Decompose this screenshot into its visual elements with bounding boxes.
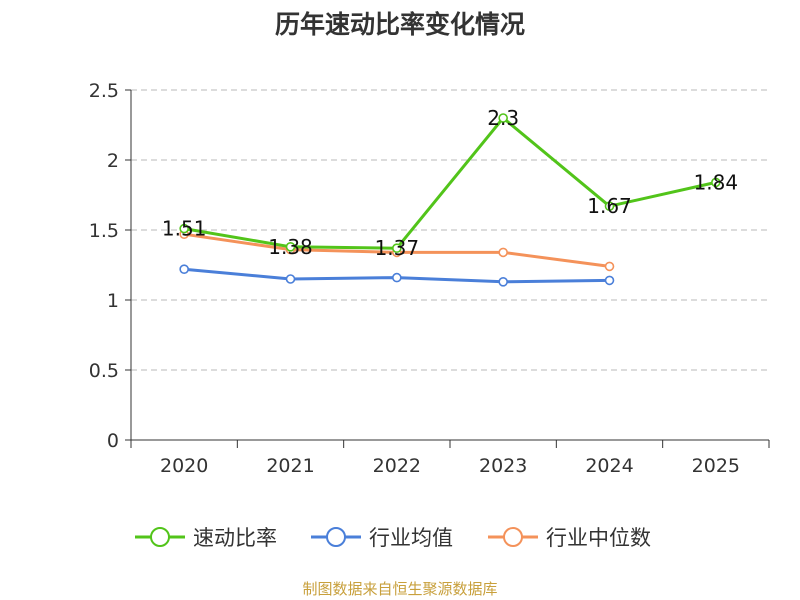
data-label: 1.84 xyxy=(694,170,739,194)
data-label: 1.67 xyxy=(587,194,632,218)
source-note: 制图数据来自恒生聚源数据库 xyxy=(302,580,497,598)
grid xyxy=(131,89,769,371)
y-tick-label: 2 xyxy=(107,150,119,172)
plot-area: 1.51 1.38 1.37 2.3 1.67 1.84 xyxy=(162,106,739,287)
data-point xyxy=(498,247,508,258)
legend-item-1[interactable]: 行业均值 xyxy=(311,526,453,550)
legend-marker xyxy=(150,527,170,547)
data-point xyxy=(711,177,721,188)
legend-item-2[interactable]: 行业中位数 xyxy=(488,526,651,550)
y-tick-label: 1 xyxy=(107,290,119,312)
x-tick-label: 2025 xyxy=(692,455,740,477)
data-point xyxy=(604,201,615,211)
y-tick-label: 0.5 xyxy=(89,360,119,382)
data-label: 1.51 xyxy=(162,217,207,241)
data-point xyxy=(179,223,189,234)
legend-item-0[interactable]: 速动比率 xyxy=(135,526,277,550)
x-tick-label: 2020 xyxy=(160,455,208,477)
x-tick-label: 2021 xyxy=(266,455,314,477)
chart-title: 历年速动比率变化情况 xyxy=(275,10,525,39)
series-line-0 xyxy=(183,116,717,250)
data-point xyxy=(604,275,615,286)
data-point xyxy=(392,272,402,283)
y-tick-label: 0 xyxy=(107,430,119,452)
legend-label: 速动比率 xyxy=(193,526,277,550)
legend-label: 行业中位数 xyxy=(546,526,651,550)
y-tick-label: 2.5 xyxy=(89,80,119,102)
data-label: 2.3 xyxy=(487,106,519,130)
y-tick-label: 1.5 xyxy=(89,220,119,242)
x-tick-label: 2024 xyxy=(585,455,633,477)
x-tick-label: 2023 xyxy=(479,455,527,477)
data-point xyxy=(604,261,615,272)
legend-marker xyxy=(503,527,523,547)
data-point xyxy=(285,242,296,252)
data-point xyxy=(498,113,508,123)
data-point xyxy=(498,276,508,287)
legend-marker xyxy=(326,527,346,547)
data-label: 1.37 xyxy=(375,236,420,260)
legend-label: 行业均值 xyxy=(369,526,453,550)
data-point xyxy=(285,274,296,284)
x-tick-label: 2022 xyxy=(373,455,421,477)
axes: 0 0.5 1 1.5 2 2.5 2020 2021 2022 2023 2024 2025 xyxy=(89,80,770,477)
data-label: 1.38 xyxy=(268,235,313,259)
data-point xyxy=(179,264,189,275)
legend[interactable]: 速动比率 行业均值 行业中位数 xyxy=(135,526,651,550)
data-point xyxy=(392,243,402,253)
